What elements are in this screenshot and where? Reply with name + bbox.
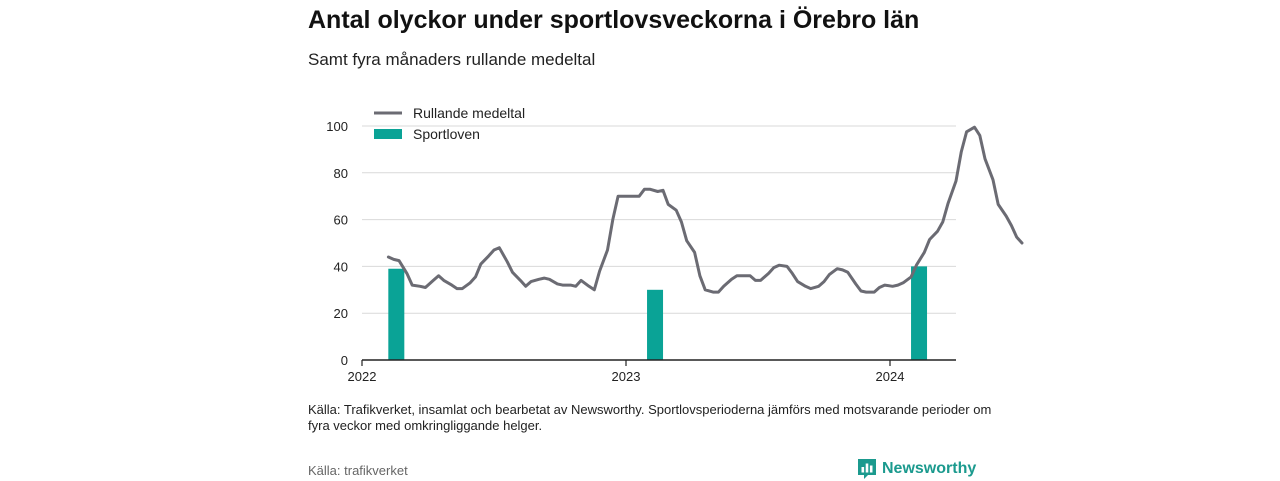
legend-label-bar: Sportloven [413, 126, 480, 142]
bar-sportloven-0 [388, 268, 405, 360]
newsworthy-chart-bubble-icon [858, 459, 876, 479]
brand-name: Newsworthy [882, 460, 977, 477]
y-tick-label: 80 [334, 166, 348, 181]
line-series-rullande-medeltal [386, 125, 1024, 294]
bar-series-sportloven [388, 266, 928, 360]
brand-logo[interactable]: Newsworthy [856, 457, 976, 481]
y-axis-ticks: 0 20 40 60 80 100 [326, 119, 348, 368]
y-tick-label: 60 [334, 213, 348, 228]
chart-subtitle: Samt fyra månaders rullande medeltal [308, 50, 596, 69]
x-tick-label: 2022 [348, 369, 377, 384]
legend-label-line: Rullande medeltal [413, 105, 525, 121]
legend: Rullande medeltal Sportloven [374, 105, 525, 142]
legend-swatch-bar [374, 129, 402, 139]
x-tick-label: 2023 [612, 369, 641, 384]
y-tick-label: 100 [326, 119, 348, 134]
bar-sportloven-1 [647, 289, 664, 360]
x-axis: 2022 2023 2024 [348, 359, 956, 384]
x-tick-label: 2024 [876, 369, 905, 384]
line-rullande-medeltal [386, 125, 1024, 294]
chart-title: Antal olyckor under sportlovsveckorna i … [308, 6, 920, 34]
source-credit: Källa: trafikverket [308, 463, 408, 478]
y-tick-label: 40 [334, 259, 348, 274]
y-tick-label: 20 [334, 306, 348, 321]
footnote: Källa: Trafikverket, insamlat och bearbe… [308, 402, 992, 433]
y-tick-label: 0 [341, 353, 348, 368]
bar-sportloven-2 [911, 266, 928, 360]
chart: 0 20 40 60 80 100 2022 2023 2024 Rullande medel… [326, 105, 1024, 384]
